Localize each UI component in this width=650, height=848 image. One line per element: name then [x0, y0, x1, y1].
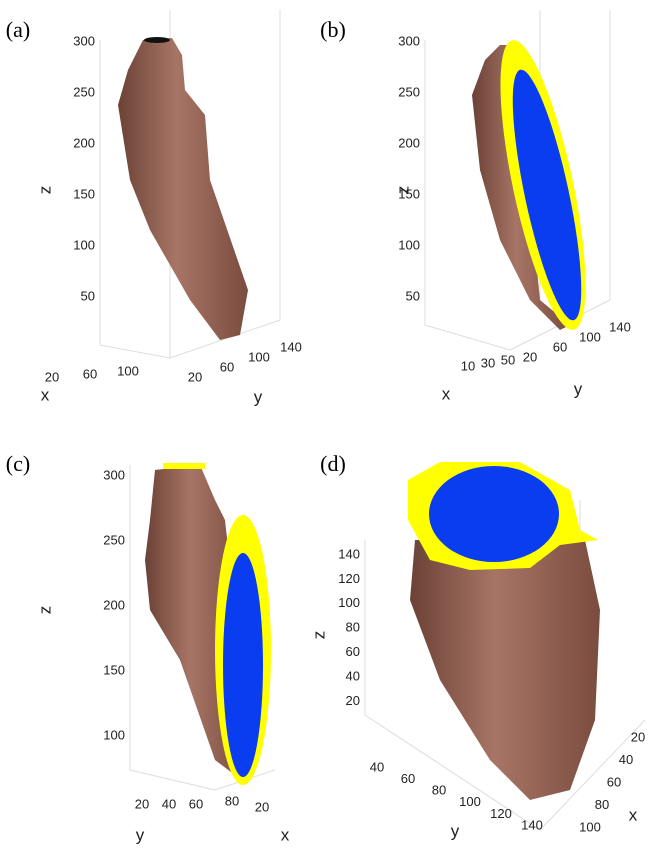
panel-label: (c): [6, 451, 30, 476]
y-tick-label: 40: [162, 796, 176, 811]
z-tick-label: 40: [346, 668, 360, 683]
x-axis-label: x: [281, 825, 290, 844]
z-tick-label: 250: [398, 84, 420, 99]
z-tick-label: 300: [73, 33, 95, 48]
x-tick-label: 50: [501, 352, 515, 367]
z-tick-label: 100: [398, 237, 420, 252]
z-tick-label: 150: [103, 662, 125, 677]
x-tick-label: 60: [607, 774, 621, 789]
panel-label: (d): [320, 451, 346, 476]
y-tick-label: 140: [280, 339, 302, 354]
z-tick-label: 80: [346, 620, 360, 635]
z-tick-label: 20: [346, 693, 360, 708]
y-tick-label: 60: [401, 771, 415, 786]
y-tick-label: 80: [432, 783, 446, 798]
z-tick-label: 60: [346, 644, 360, 659]
y-tick-label: 100: [248, 349, 270, 364]
y-tick-label: 60: [189, 796, 203, 811]
x-tick-label: 10: [461, 358, 475, 373]
z-tick-label: 250: [73, 84, 95, 99]
x-axis-label: x: [629, 805, 638, 824]
z-tick-label: 150: [73, 186, 95, 201]
z-tick-label: 200: [73, 135, 95, 150]
panel-label: (b): [320, 17, 346, 42]
z-tick-label: 200: [398, 135, 420, 150]
z-tick-label: 50: [81, 288, 95, 303]
z-tick-label: 100: [338, 595, 360, 610]
z-tick-label: 300: [103, 467, 125, 482]
y-tick-label: 60: [220, 359, 234, 374]
y-tick-label: 100: [459, 794, 481, 809]
x-axis-label: x: [442, 384, 451, 403]
top-section: [163, 463, 205, 469]
x-tick-label: 20: [45, 369, 59, 384]
y-tick-label: 140: [521, 817, 543, 832]
x-tick-label: 30: [481, 355, 495, 370]
y-tick-label: 40: [370, 759, 384, 774]
x-tick-label: 20: [255, 799, 269, 814]
x-tick-label: 100: [117, 363, 139, 378]
inner-section: [223, 553, 263, 777]
z-tick-label: 300: [398, 33, 420, 48]
z-tick-label: 150: [398, 186, 420, 201]
z-axis-label: z: [309, 631, 328, 640]
y-axis-label: y: [451, 821, 460, 840]
z-axis-label: z: [35, 186, 54, 195]
z-tick-label: 200: [103, 597, 125, 612]
y-axis-label: y: [254, 387, 263, 406]
inner-section: [429, 466, 559, 562]
panel-label: (a): [6, 17, 30, 42]
y-axis-label: y: [136, 825, 145, 844]
z-tick-label: 100: [73, 237, 95, 252]
x-axis-label: x: [41, 385, 50, 404]
y-tick-label: 80: [225, 793, 239, 808]
z-tick-label: 100: [103, 727, 125, 742]
y-tick-label: 60: [553, 339, 567, 354]
z-tick-label: 50: [406, 288, 420, 303]
surface: [410, 540, 600, 800]
y-tick-label: 20: [135, 796, 149, 811]
x-tick-label: 100: [579, 819, 601, 834]
x-tick-label: 20: [631, 729, 645, 744]
surface: [118, 38, 248, 340]
z-tick-label: 120: [338, 571, 360, 586]
y-tick-label: 100: [579, 329, 601, 344]
figure: (a) z x y 300 250 200 150 100 50 20 60 100 20 60 100 140…: [0, 0, 650, 848]
x-tick-label: 40: [619, 752, 633, 767]
y-axis-label: y: [574, 379, 583, 398]
x-tick-label: 80: [595, 797, 609, 812]
y-tick-label: 20: [523, 349, 537, 364]
z-axis-label: z: [35, 606, 54, 615]
y-tick-label: 20: [188, 369, 202, 384]
surface-top: [144, 37, 170, 43]
y-tick-label: 120: [490, 806, 512, 821]
y-tick-label: 140: [609, 319, 631, 334]
z-tick-label: 250: [103, 532, 125, 547]
z-tick-label: 140: [338, 546, 360, 561]
x-tick-label: 60: [83, 366, 97, 381]
